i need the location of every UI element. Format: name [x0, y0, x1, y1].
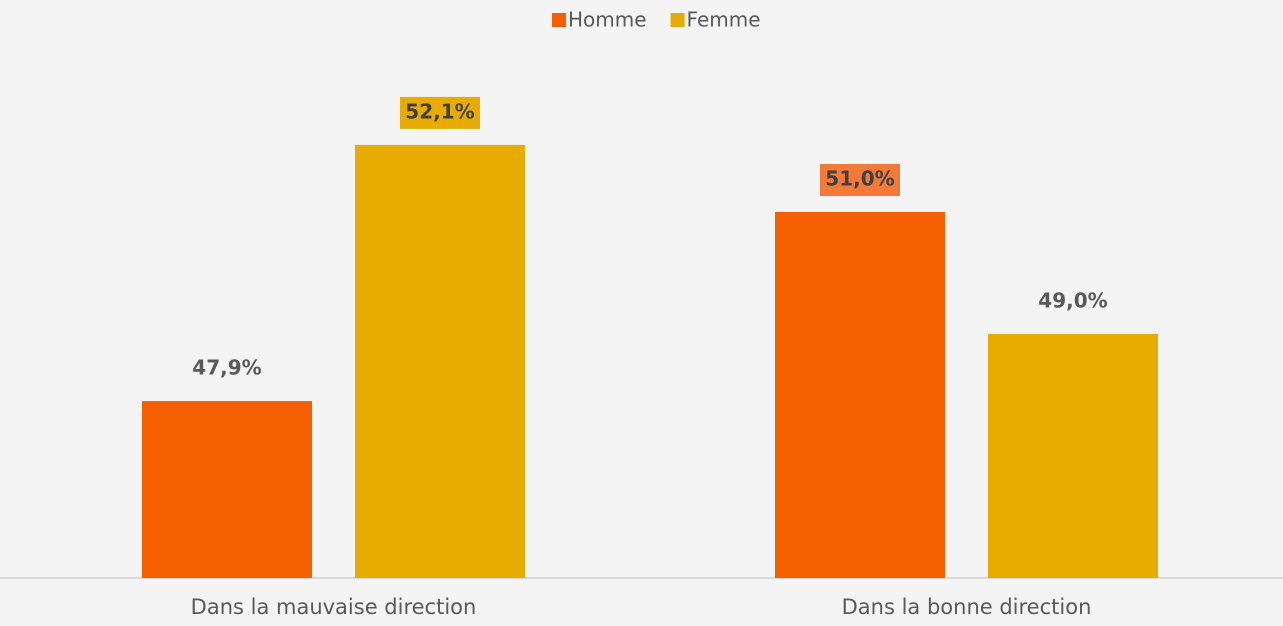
data-label: 49,0% [1038, 289, 1107, 313]
bar [142, 401, 312, 578]
x-tick-label: Dans la mauvaise direction [191, 595, 477, 619]
bar [988, 334, 1158, 578]
label-box [820, 164, 900, 196]
legend-label: Homme [568, 8, 647, 32]
bar [355, 144, 525, 578]
label-box [400, 96, 480, 129]
data-label: 47,9% [192, 356, 261, 380]
legend-swatch [552, 13, 566, 27]
data-label: 52,1% [405, 99, 474, 123]
legend-label: Femme [687, 8, 761, 32]
data-label: 51,0% [825, 167, 894, 191]
x-tick-label: Dans la bonne direction [842, 595, 1092, 619]
legend-swatch [670, 13, 685, 27]
bar [775, 212, 945, 578]
